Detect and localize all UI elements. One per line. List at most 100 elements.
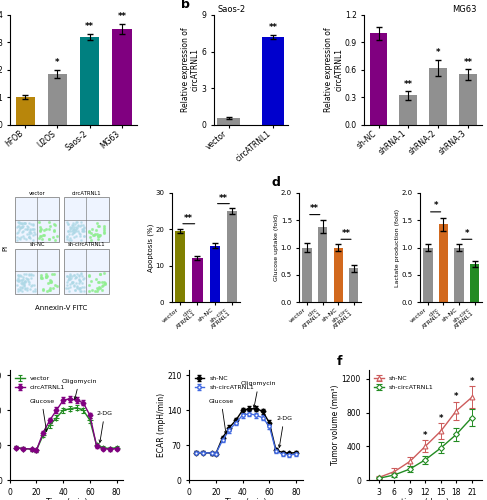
Point — [91, 287, 99, 295]
Text: circATRNL1: circATRNL1 — [72, 191, 101, 196]
Bar — [459, 74, 477, 124]
Bar — [80, 37, 99, 124]
Point — [28, 226, 36, 234]
Point — [76, 287, 84, 295]
Point — [17, 222, 24, 230]
Y-axis label: Relative expression of
circATRNL1: Relative expression of circATRNL1 — [181, 28, 200, 112]
Text: *: * — [55, 58, 60, 67]
Point — [30, 272, 37, 280]
Point — [46, 222, 54, 230]
Point — [101, 280, 109, 287]
X-axis label: Annexin-V FITC: Annexin-V FITC — [35, 305, 87, 311]
Point — [93, 230, 101, 238]
Text: d: d — [272, 176, 281, 189]
Point — [37, 234, 45, 242]
Text: *: * — [433, 201, 438, 210]
Point — [25, 278, 33, 286]
Point — [75, 284, 83, 292]
Point — [30, 228, 38, 235]
Point — [14, 270, 21, 278]
Point — [74, 284, 81, 292]
Point — [46, 276, 54, 284]
Bar — [334, 248, 343, 302]
Point — [50, 227, 57, 235]
Point — [21, 285, 29, 293]
Point — [45, 236, 53, 244]
Point — [64, 226, 72, 234]
Point — [37, 274, 45, 281]
Text: **: ** — [341, 228, 351, 237]
Point — [14, 278, 22, 285]
Point — [18, 284, 26, 292]
Point — [49, 233, 56, 241]
Point — [69, 219, 76, 227]
Point — [22, 234, 30, 242]
Point — [19, 228, 26, 236]
Point — [71, 274, 79, 281]
Point — [39, 232, 47, 239]
Point — [17, 272, 24, 280]
Point — [95, 278, 103, 286]
Point — [26, 228, 34, 236]
Point — [70, 221, 77, 229]
Point — [43, 272, 51, 280]
Point — [73, 224, 81, 232]
Bar — [349, 268, 358, 302]
Point — [48, 270, 56, 278]
Point — [19, 279, 27, 287]
Bar — [318, 226, 327, 302]
Point — [63, 284, 71, 292]
Point — [86, 232, 94, 240]
Point — [14, 271, 22, 279]
Point — [70, 228, 77, 236]
Text: 2-DG: 2-DG — [276, 416, 292, 448]
Point — [95, 231, 103, 239]
Point — [53, 282, 61, 290]
Point — [18, 224, 26, 232]
Point — [87, 277, 94, 285]
Point — [48, 278, 56, 286]
Point — [85, 228, 93, 236]
Point — [27, 274, 35, 281]
Y-axis label: Relative expression of
circATRNL1: Relative expression of circATRNL1 — [324, 28, 343, 112]
Point — [16, 270, 23, 278]
Point — [100, 226, 108, 234]
Point — [31, 224, 38, 232]
Point — [72, 280, 80, 287]
Point — [51, 281, 58, 289]
Point — [25, 280, 33, 288]
Point — [14, 218, 21, 226]
Point — [27, 220, 35, 228]
Point — [72, 273, 79, 281]
Bar — [439, 224, 448, 302]
Point — [98, 286, 106, 294]
Point — [91, 230, 99, 238]
Point — [20, 270, 28, 278]
FancyBboxPatch shape — [64, 197, 109, 242]
Point — [67, 224, 75, 232]
Point — [39, 286, 47, 294]
Point — [92, 275, 100, 283]
Point — [96, 270, 104, 278]
Point — [66, 272, 74, 280]
Point — [26, 226, 34, 234]
Bar — [454, 248, 464, 302]
Point — [24, 223, 32, 231]
Y-axis label: Apoptosis (%): Apoptosis (%) — [147, 224, 154, 272]
Point — [77, 221, 85, 229]
Point — [15, 234, 22, 241]
Point — [79, 275, 87, 283]
Point — [15, 220, 23, 228]
Point — [93, 219, 101, 227]
Point — [14, 274, 22, 282]
Point — [29, 287, 37, 295]
Point — [71, 281, 78, 289]
Point — [79, 221, 87, 229]
Point — [64, 220, 72, 228]
Text: **: ** — [463, 58, 472, 66]
Point — [89, 231, 97, 239]
Y-axis label: ECAR (mpH/min): ECAR (mpH/min) — [157, 393, 166, 457]
Point — [42, 272, 50, 280]
Point — [78, 284, 86, 292]
Bar — [370, 34, 388, 124]
